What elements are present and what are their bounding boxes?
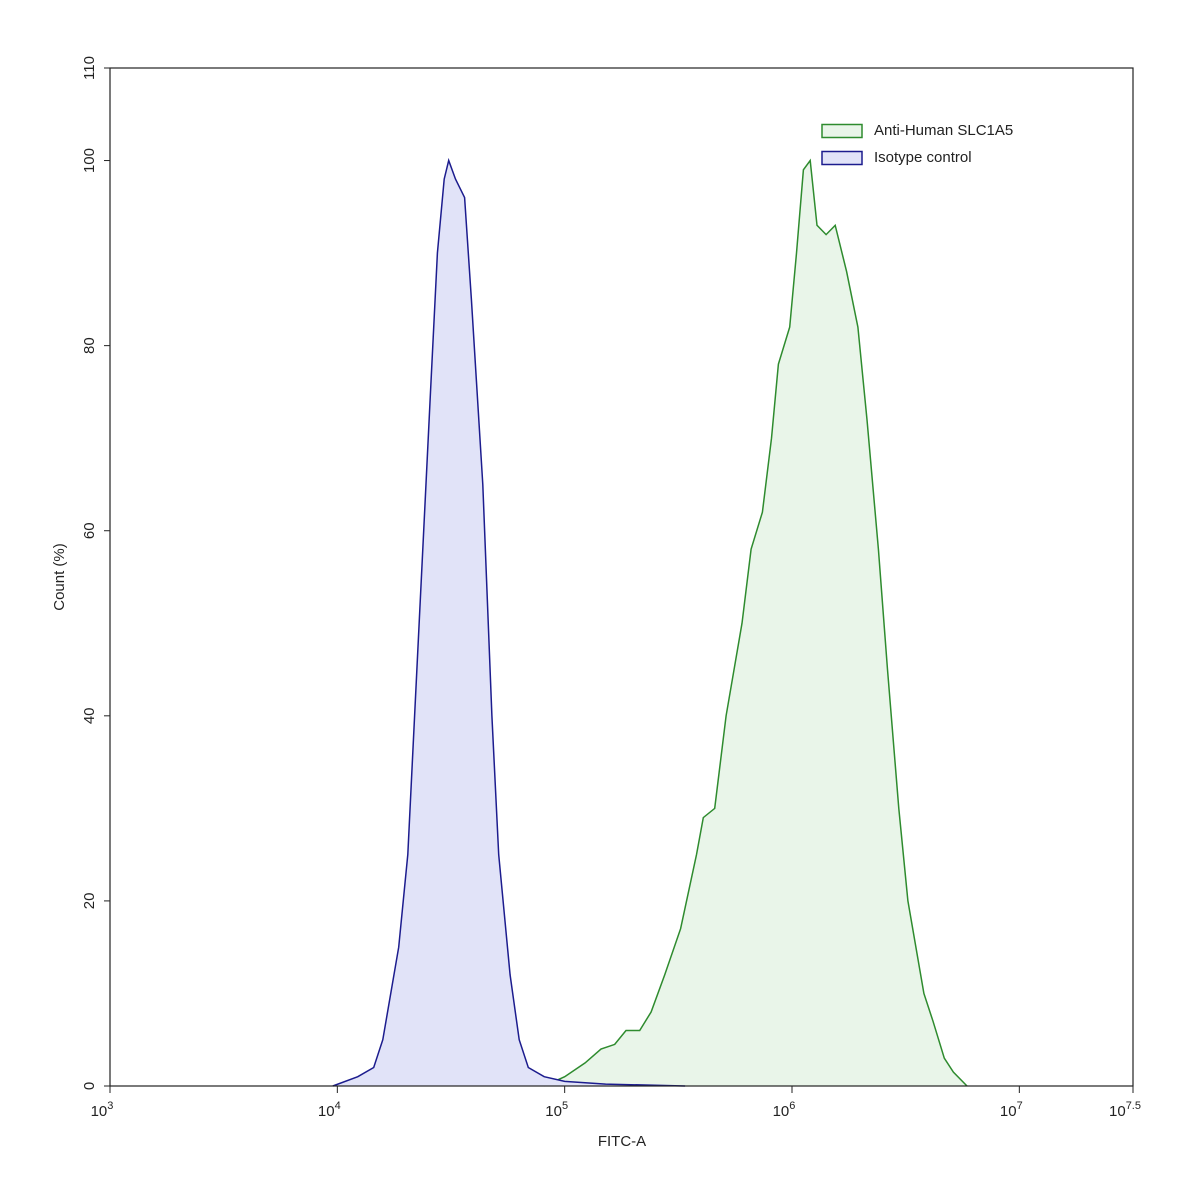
histogram-line (332, 157, 686, 1087)
x-tick-exponent: 4 (335, 1100, 341, 1112)
y-tick-label: 80 (81, 337, 98, 354)
plot-frame (109, 67, 1134, 1087)
x-tick-base: 10 (318, 1103, 335, 1120)
x-tick-label: 104 (318, 1100, 341, 1120)
x-tick-label: 106 (773, 1100, 796, 1120)
area-fill (544, 160, 967, 1086)
x-tick-exponent: 3 (107, 1100, 113, 1112)
x-tick-label: 107.5 (1109, 1100, 1141, 1120)
y-tick-label: 20 (81, 893, 98, 910)
x-tick-label: 103 (91, 1100, 114, 1120)
y-tick-label: 40 (81, 707, 98, 724)
legend-swatch (821, 123, 863, 139)
y-tick-label: 110 (81, 56, 98, 80)
x-tick-exponent: 5 (562, 1100, 568, 1112)
x-tick-base: 10 (91, 1103, 108, 1120)
x-tick-exponent: 7.5 (1126, 1100, 1141, 1112)
x-tick-label: 105 (545, 1100, 568, 1120)
x-tick-base: 10 (1109, 1103, 1126, 1120)
area-fill (332, 160, 686, 1086)
x-tick-exponent: 6 (789, 1100, 795, 1112)
histogram-line (543, 158, 968, 1087)
y-axis-label: Count (%) (51, 543, 68, 611)
x-tick-label: 107 (1000, 1100, 1023, 1120)
x-tick-base: 10 (773, 1103, 790, 1120)
legend-label: Isotype control (874, 149, 972, 166)
legend-label: Anti-Human SLC1A5 (874, 122, 1013, 139)
legend-swatch (821, 150, 863, 166)
y-tick-label: 0 (81, 1082, 98, 1090)
x-tick-base: 10 (545, 1103, 562, 1120)
y-tick-label: 100 (81, 148, 98, 173)
x-axis-label: FITC-A (598, 1133, 646, 1150)
x-tick-base: 10 (1000, 1103, 1017, 1120)
y-tick-label: 60 (81, 522, 98, 539)
x-tick-exponent: 7 (1017, 1100, 1023, 1112)
